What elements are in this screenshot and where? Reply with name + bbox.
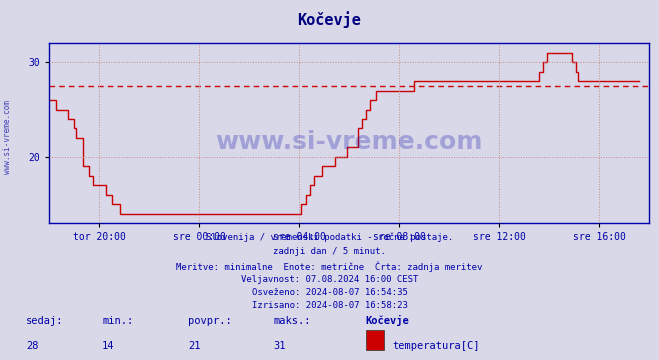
Text: zadnji dan / 5 minut.: zadnji dan / 5 minut. <box>273 247 386 256</box>
Text: Meritve: minimalne  Enote: metrične  Črta: zadnja meritev: Meritve: minimalne Enote: metrične Črta:… <box>177 261 482 271</box>
Text: www.si-vreme.com: www.si-vreme.com <box>3 100 13 174</box>
Text: Slovenija / vremenski podatki - ročne postaje.: Slovenija / vremenski podatki - ročne po… <box>206 232 453 242</box>
Text: 14: 14 <box>102 341 115 351</box>
Text: 28: 28 <box>26 341 39 351</box>
Text: min.:: min.: <box>102 316 133 326</box>
Text: Izrisano: 2024-08-07 16:58:23: Izrisano: 2024-08-07 16:58:23 <box>252 301 407 310</box>
Text: 21: 21 <box>188 341 200 351</box>
Text: www.si-vreme.com: www.si-vreme.com <box>215 130 483 154</box>
Text: temperatura[C]: temperatura[C] <box>392 341 480 351</box>
Text: maks.:: maks.: <box>273 316 311 326</box>
Text: povpr.:: povpr.: <box>188 316 231 326</box>
Text: 31: 31 <box>273 341 286 351</box>
Text: Veljavnost: 07.08.2024 16:00 CEST: Veljavnost: 07.08.2024 16:00 CEST <box>241 275 418 284</box>
Text: sedaj:: sedaj: <box>26 316 64 326</box>
Text: Kočevje: Kočevje <box>366 315 409 326</box>
Text: Kočevje: Kočevje <box>298 11 361 28</box>
Text: Osveženo: 2024-08-07 16:54:35: Osveženo: 2024-08-07 16:54:35 <box>252 288 407 297</box>
